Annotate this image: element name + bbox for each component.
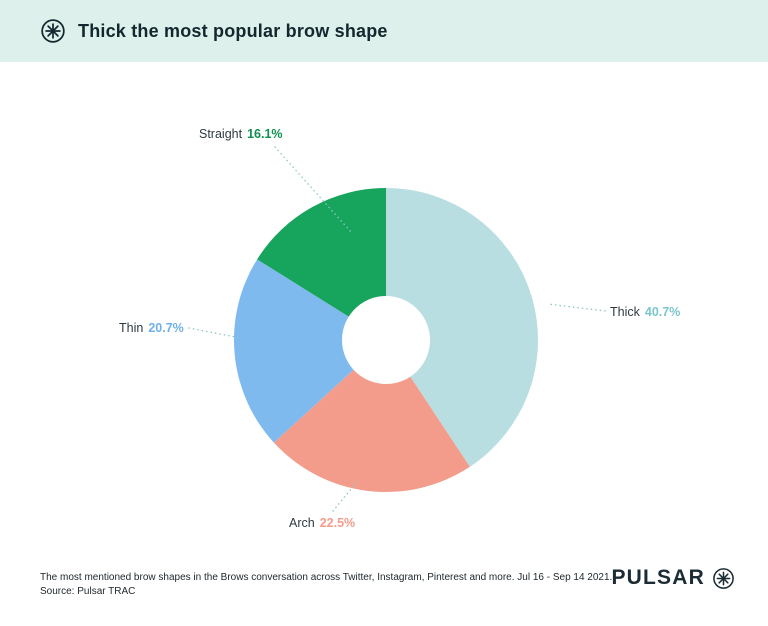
donut-chart xyxy=(188,146,606,512)
segment-arch xyxy=(273,369,470,492)
callout-straight-label: Straight xyxy=(199,127,243,141)
segment-thin xyxy=(233,259,354,443)
brand-wordmark: PULSAR xyxy=(611,566,705,589)
page-title: Thick the most popular brow shape xyxy=(78,20,388,41)
callout-straight-value: 16.1% xyxy=(247,127,283,141)
callout-thick-value: 40.7% xyxy=(644,305,681,319)
footer-caption: The most mentioned brow shapes in the Br… xyxy=(40,571,612,599)
caption-line-1: The most mentioned brow shapes in the Br… xyxy=(40,572,613,583)
leader-line-thick xyxy=(547,303,606,312)
caption-line-2: Source: Pulsar TRAC xyxy=(40,586,136,597)
leader-line-arch xyxy=(332,482,357,512)
callout-arch-value: 22.5% xyxy=(319,516,356,530)
callout-thick-label: Thick xyxy=(610,305,640,319)
header-bar: Thick the most popular brow shape xyxy=(0,0,768,62)
segment-thick xyxy=(386,188,538,467)
callout-straight: Straight 16.1% xyxy=(199,126,283,142)
callout-arch-label: Arch xyxy=(289,516,315,530)
callout-thin-value: 20.7% xyxy=(148,321,184,335)
callout-thin: Thin 20.7% xyxy=(119,320,184,336)
callout-thin-label: Thin xyxy=(119,321,144,335)
segment-straight xyxy=(257,188,386,317)
brand-lockup: PULSAR xyxy=(611,566,735,590)
pulsar-logo-icon xyxy=(41,19,65,43)
donut-segments xyxy=(233,188,538,492)
callout-arch: Arch 22.5% xyxy=(289,515,355,531)
brand-logo-icon xyxy=(713,567,734,589)
leader-line-thin xyxy=(188,327,247,340)
callout-thick: Thick 40.7% xyxy=(610,304,680,320)
